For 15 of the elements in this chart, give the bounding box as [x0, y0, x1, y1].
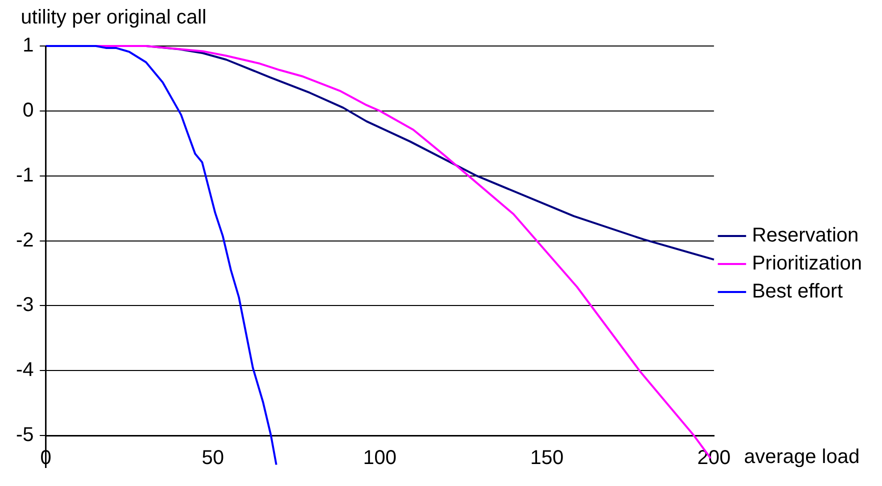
- y-tick-label: -3: [16, 294, 34, 316]
- y-tick-label: -4: [16, 359, 34, 382]
- y-tick-label: -5: [16, 424, 34, 446]
- legend-label: Reservation: [752, 224, 859, 247]
- y-tick-label: 1: [22, 34, 34, 57]
- legend-label: Best effort: [752, 280, 844, 303]
- y-tick-label: 0: [22, 99, 34, 122]
- x-tick-label: 150: [530, 447, 564, 470]
- x-tick-label: 100: [363, 447, 397, 470]
- x-tick-label: 50: [202, 447, 224, 470]
- y-tick-label: -2: [16, 229, 34, 252]
- x-axis-title: average load: [744, 446, 860, 468]
- legend-label: Prioritization: [752, 252, 862, 275]
- y-axis-title: utility per original call: [20, 6, 206, 29]
- y-tick-label: -1: [16, 164, 34, 186]
